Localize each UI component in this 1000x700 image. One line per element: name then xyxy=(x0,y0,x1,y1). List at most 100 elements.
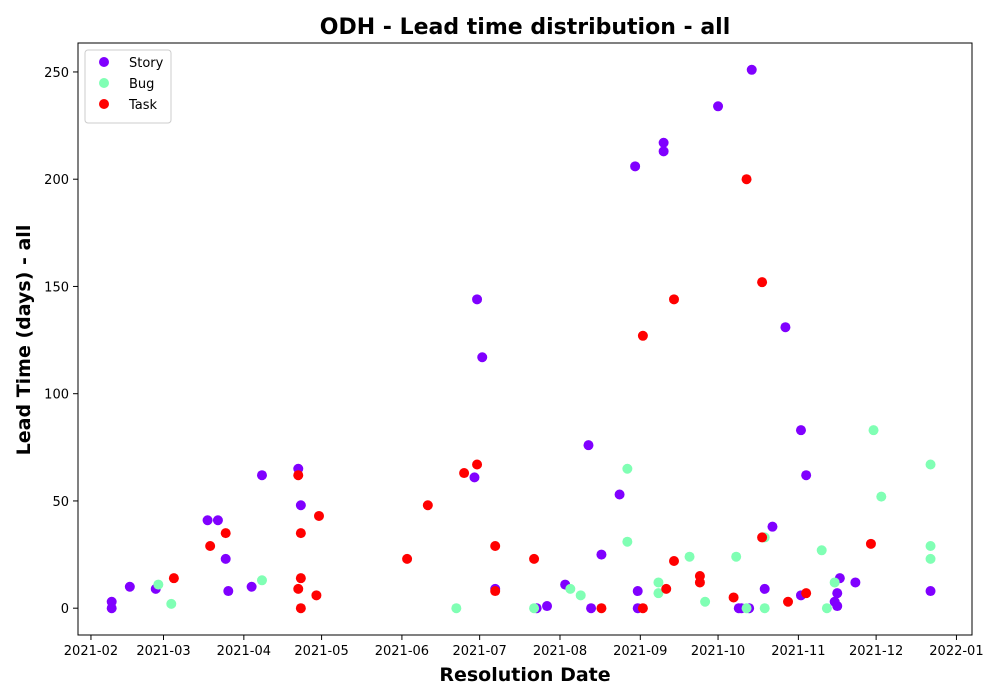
data-point-task xyxy=(459,468,470,479)
data-point-story xyxy=(746,64,757,75)
plot-area xyxy=(106,64,936,614)
data-point-bug xyxy=(529,603,540,614)
data-point-task xyxy=(757,277,768,288)
x-axis-label: Resolution Date xyxy=(439,664,610,686)
data-point-task xyxy=(637,330,648,341)
y-tick-label: 50 xyxy=(52,495,69,510)
x-tick-label: 2021-04 xyxy=(217,644,271,659)
data-point-bug xyxy=(653,588,664,599)
x-tick-label: 2021-10 xyxy=(691,644,745,659)
legend-label-task: Task xyxy=(128,98,158,113)
data-point-story xyxy=(472,294,483,305)
data-point-task xyxy=(669,294,679,305)
data-point-task xyxy=(220,528,231,539)
data-point-task xyxy=(293,583,304,594)
data-point-bug xyxy=(622,536,633,547)
data-point-bug xyxy=(876,491,887,502)
data-point-story xyxy=(542,601,553,612)
data-point-story xyxy=(630,161,641,172)
data-point-story xyxy=(925,586,936,597)
legend-label-story: Story xyxy=(129,56,164,71)
data-point-task xyxy=(596,603,607,614)
x-tick-label: 2021-07 xyxy=(452,644,506,659)
data-point-story xyxy=(658,137,669,148)
data-point-task xyxy=(295,603,306,614)
data-point-story xyxy=(202,515,213,526)
data-point-story xyxy=(780,322,791,333)
data-point-story xyxy=(246,581,257,592)
data-point-story xyxy=(850,577,861,588)
x-tick-label: 2021-08 xyxy=(533,644,587,659)
data-point-story xyxy=(832,601,843,612)
data-point-story xyxy=(212,515,223,526)
data-point-story xyxy=(469,472,480,483)
y-tick-label: 250 xyxy=(44,66,69,81)
data-point-bug xyxy=(741,603,752,614)
x-tick-label: 2021-03 xyxy=(136,644,190,659)
data-point-story xyxy=(586,603,597,614)
data-point-task xyxy=(490,540,501,551)
data-point-task xyxy=(783,596,794,607)
data-point-task xyxy=(728,592,739,603)
series-task xyxy=(168,174,876,614)
x-tick-label: 2021-05 xyxy=(294,644,348,659)
data-point-task xyxy=(402,553,413,564)
data-point-story xyxy=(596,549,607,560)
chart-title: ODH - Lead time distribution - all xyxy=(320,15,731,40)
data-point-story xyxy=(583,440,594,451)
data-point-bug xyxy=(925,540,936,551)
data-point-bug xyxy=(829,577,840,588)
data-point-task xyxy=(293,470,304,481)
data-point-bug xyxy=(565,583,576,594)
data-point-task xyxy=(801,588,812,599)
data-point-story xyxy=(795,425,806,436)
y-tick-label: 150 xyxy=(44,280,69,295)
data-point-story xyxy=(767,521,778,532)
x-tick-label: 2021-11 xyxy=(771,644,825,659)
y-tick-label: 0 xyxy=(61,602,69,617)
data-point-task xyxy=(757,532,768,543)
legend-label-bug: Bug xyxy=(129,77,154,92)
legend-marker-task xyxy=(99,99,109,109)
data-point-bug xyxy=(575,590,586,601)
data-point-story xyxy=(256,470,267,481)
data-point-bug xyxy=(868,425,879,436)
data-point-task xyxy=(311,590,322,601)
data-point-story xyxy=(759,583,770,594)
data-point-bug xyxy=(166,598,177,609)
data-point-task xyxy=(472,459,483,470)
y-tick-label: 200 xyxy=(44,173,69,188)
data-point-task xyxy=(694,577,705,588)
data-point-task xyxy=(661,583,672,594)
data-point-bug xyxy=(731,551,742,562)
data-point-bug xyxy=(684,551,695,562)
data-point-task xyxy=(295,573,306,584)
legend-marker-story xyxy=(99,57,109,67)
data-point-story xyxy=(295,500,306,511)
data-point-bug xyxy=(759,603,770,614)
data-point-story xyxy=(477,352,488,363)
data-point-story xyxy=(632,586,643,597)
data-point-story xyxy=(124,581,135,592)
data-point-bug xyxy=(153,579,164,590)
data-point-story xyxy=(106,603,117,614)
data-point-bug xyxy=(925,553,936,564)
data-point-story xyxy=(658,146,669,157)
legend-marker-bug xyxy=(99,78,109,88)
data-point-bug xyxy=(816,545,827,556)
axes: 2021-02 2021-03 2021-04 2021-05 2021-06 2021-… xyxy=(44,42,984,659)
y-axis-label: Lead Time (days) - all xyxy=(13,225,35,456)
data-point-task xyxy=(295,528,306,539)
data-point-story xyxy=(801,470,812,481)
data-point-bug xyxy=(821,603,832,614)
data-point-bug xyxy=(256,575,267,586)
data-point-story xyxy=(614,489,625,500)
data-point-story xyxy=(220,553,231,564)
data-point-task xyxy=(168,573,179,584)
data-point-task xyxy=(205,540,216,551)
x-tick-label: 2021-02 xyxy=(64,644,118,659)
data-point-bug xyxy=(653,577,664,588)
data-point-task xyxy=(529,553,540,564)
data-point-task xyxy=(422,500,433,511)
